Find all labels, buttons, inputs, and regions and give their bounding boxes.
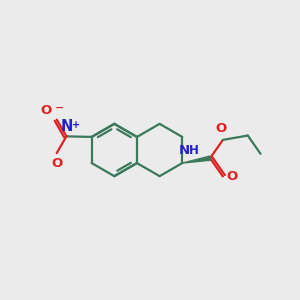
Text: H: H — [189, 144, 199, 158]
Text: N: N — [60, 119, 73, 134]
Text: O: O — [51, 157, 62, 169]
Text: N: N — [179, 144, 190, 158]
Text: −: − — [55, 103, 64, 113]
Text: O: O — [216, 122, 227, 135]
Polygon shape — [182, 156, 211, 163]
Text: +: + — [72, 120, 80, 130]
Text: O: O — [40, 104, 51, 117]
Text: O: O — [226, 170, 238, 183]
